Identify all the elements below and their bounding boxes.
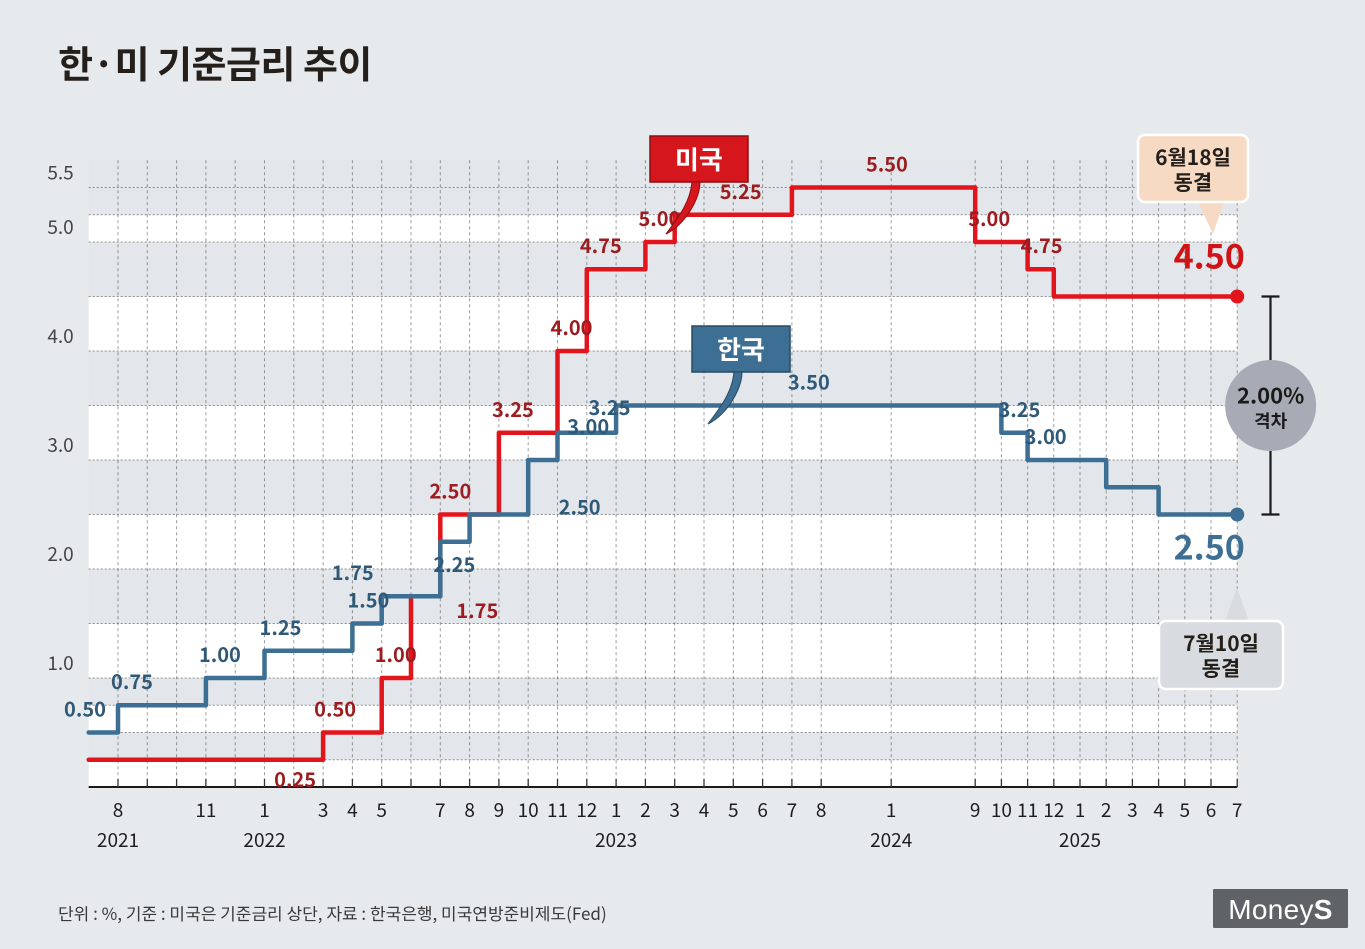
svg-text:7: 7	[1232, 796, 1243, 823]
svg-text:1.0: 1.0	[47, 649, 73, 676]
svg-text:3.25: 3.25	[589, 392, 631, 421]
svg-text:1: 1	[259, 796, 270, 823]
svg-text:3.25: 3.25	[492, 394, 534, 423]
svg-text:2: 2	[640, 796, 651, 823]
svg-text:1.75: 1.75	[332, 557, 374, 586]
svg-text:5.50: 5.50	[866, 149, 908, 178]
svg-text:미국: 미국	[675, 140, 723, 177]
svg-text:3.50: 3.50	[788, 367, 830, 396]
svg-text:동결: 동결	[1174, 167, 1213, 197]
svg-text:4.75: 4.75	[580, 230, 622, 259]
svg-text:5.0: 5.0	[47, 213, 73, 240]
svg-text:2025: 2025	[1059, 826, 1101, 853]
svg-text:8: 8	[464, 796, 475, 823]
svg-text:3.25: 3.25	[998, 394, 1040, 423]
svg-text:1.75: 1.75	[456, 595, 498, 624]
svg-text:0.75: 0.75	[111, 666, 153, 695]
svg-text:2.25: 2.25	[433, 549, 475, 578]
svg-text:6: 6	[1206, 796, 1217, 823]
svg-text:1.50: 1.50	[347, 585, 389, 614]
svg-text:5: 5	[728, 796, 739, 823]
svg-text:5.00: 5.00	[968, 203, 1010, 232]
svg-text:4: 4	[347, 796, 358, 823]
svg-text:3: 3	[1127, 796, 1138, 823]
svg-text:3.0: 3.0	[47, 431, 73, 458]
svg-text:1: 1	[886, 796, 897, 823]
svg-text:4.0: 4.0	[47, 322, 73, 349]
svg-text:5: 5	[1180, 796, 1191, 823]
svg-text:4: 4	[1153, 796, 1164, 823]
svg-text:2024: 2024	[870, 826, 912, 853]
svg-text:2.0: 2.0	[47, 540, 73, 567]
svg-text:2.50: 2.50	[1174, 521, 1245, 570]
svg-text:2.50: 2.50	[429, 476, 471, 505]
svg-text:4: 4	[699, 796, 710, 823]
svg-text:4.50: 4.50	[1174, 230, 1245, 279]
svg-text:11: 11	[1017, 796, 1038, 823]
svg-text:8: 8	[816, 796, 827, 823]
svg-text:2.00%: 2.00%	[1237, 379, 1304, 411]
svg-text:1: 1	[1075, 796, 1086, 823]
svg-text:7: 7	[435, 796, 446, 823]
svg-text:4.00: 4.00	[551, 312, 593, 341]
svg-text:11: 11	[195, 796, 216, 823]
svg-text:2021: 2021	[97, 826, 139, 853]
svg-text:12: 12	[576, 796, 597, 823]
svg-text:4.75: 4.75	[1021, 230, 1063, 259]
svg-text:3: 3	[669, 796, 680, 823]
svg-text:7: 7	[787, 796, 798, 823]
svg-text:동결: 동결	[1202, 653, 1241, 683]
svg-text:1: 1	[611, 796, 622, 823]
svg-text:9: 9	[494, 796, 505, 823]
svg-text:5.5: 5.5	[47, 159, 73, 186]
svg-text:0.50: 0.50	[314, 694, 356, 723]
svg-text:0.25: 0.25	[274, 764, 316, 793]
svg-text:6: 6	[757, 796, 768, 823]
svg-text:10: 10	[518, 796, 539, 823]
svg-text:8: 8	[113, 796, 124, 823]
svg-text:1.00: 1.00	[199, 639, 241, 668]
svg-text:1.25: 1.25	[260, 612, 302, 641]
svg-text:3: 3	[318, 796, 329, 823]
svg-text:2023: 2023	[595, 826, 637, 853]
svg-text:2022: 2022	[243, 826, 285, 853]
svg-text:격차: 격차	[1254, 408, 1288, 434]
svg-text:2: 2	[1101, 796, 1112, 823]
svg-text:10: 10	[991, 796, 1012, 823]
svg-text:0.50: 0.50	[64, 694, 106, 723]
svg-text:11: 11	[547, 796, 568, 823]
svg-text:3.00: 3.00	[1025, 421, 1067, 450]
svg-text:2.50: 2.50	[559, 492, 601, 521]
svg-text:5: 5	[376, 796, 387, 823]
svg-text:9: 9	[970, 796, 981, 823]
svg-text:한국: 한국	[717, 330, 765, 367]
svg-text:12: 12	[1043, 796, 1064, 823]
svg-text:1.00: 1.00	[375, 639, 417, 668]
